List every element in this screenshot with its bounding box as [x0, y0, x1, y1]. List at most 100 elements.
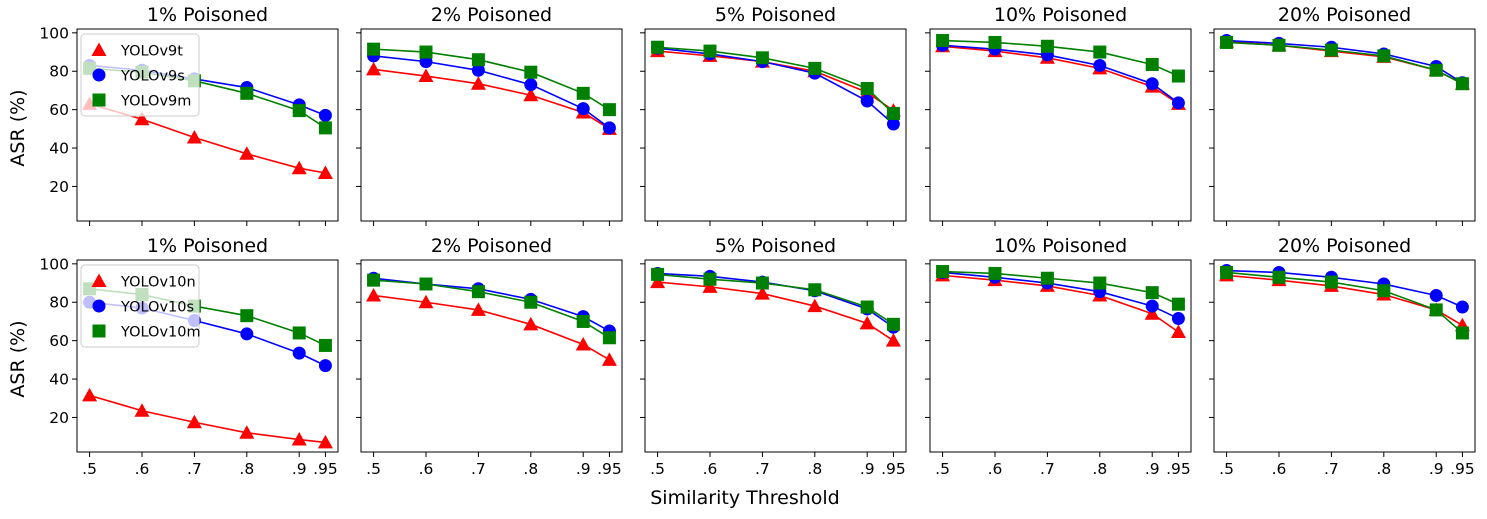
panel-0-2: 5% Poisoned — [640, 4, 907, 226]
x-tick-label: .5 — [82, 460, 97, 478]
series-line — [373, 279, 610, 339]
legend-label: YOLOv10s — [120, 300, 194, 316]
series-line — [1226, 274, 1463, 326]
data-point — [239, 425, 255, 439]
legend: YOLOv9t YOLOv9s YOLOv9m — [80, 33, 200, 117]
data-point — [651, 267, 665, 281]
data-point — [240, 86, 254, 100]
data-point — [419, 277, 433, 291]
y-tick-label: 20 — [49, 178, 69, 196]
data-point — [808, 283, 822, 297]
data-point — [1429, 289, 1443, 303]
data-point — [523, 316, 539, 331]
panel-title: 5% Poisoned — [715, 4, 836, 26]
series-YOLOv9t — [935, 38, 1186, 110]
series-YOLOv9m — [651, 40, 900, 120]
data-point — [886, 117, 900, 131]
data-point — [1093, 58, 1107, 72]
data-point — [886, 106, 900, 120]
data-point — [1429, 303, 1443, 317]
x-tick-label: .6 — [419, 460, 434, 478]
axes-frame — [929, 28, 1192, 222]
x-tick-label: .9 — [860, 460, 875, 478]
series-line — [657, 46, 894, 115]
series-line — [373, 48, 610, 111]
data-point — [1171, 69, 1185, 83]
data-point — [1170, 324, 1186, 338]
x-tick-label: .5 — [650, 460, 665, 478]
panel-0-1: 2% Poisoned — [356, 4, 623, 226]
legend-marker — [92, 93, 106, 107]
y-tick-label: 60 — [49, 332, 69, 350]
x-tick-label: .5 — [935, 460, 950, 478]
data-point — [186, 414, 202, 429]
series-YOLOv9m — [936, 34, 1185, 83]
data-point — [367, 273, 381, 287]
data-point — [703, 272, 717, 286]
x-tick-label: .9 — [292, 460, 307, 478]
series-YOLOv9m — [1220, 35, 1469, 91]
panel-title: 10% Poisoned — [994, 4, 1127, 26]
series-YOLOv10n — [366, 288, 617, 366]
data-point — [1171, 297, 1185, 311]
panel-1-2: 5% Poisoned .5 .6 .7 .8 .9 .95 — [640, 235, 907, 478]
legend-box — [80, 33, 200, 117]
data-point — [318, 359, 332, 373]
data-point — [524, 65, 538, 79]
series-line — [1226, 271, 1463, 334]
panel-title: 5% Poisoned — [715, 235, 836, 257]
x-tick-label: .8 — [239, 460, 254, 478]
legend-marker — [91, 273, 107, 287]
data-point — [419, 45, 433, 59]
legend-box — [80, 264, 200, 348]
data-point — [1455, 77, 1469, 91]
data-point — [366, 61, 382, 76]
x-tick-label: .5 — [1219, 460, 1234, 478]
data-point — [576, 314, 590, 328]
data-point — [1145, 286, 1159, 300]
series-line — [942, 44, 1179, 104]
y-tick-label: 40 — [49, 371, 69, 389]
legend-label: YOLOv9s — [120, 69, 185, 85]
data-point — [186, 129, 202, 144]
series-line — [657, 272, 894, 328]
data-point — [291, 432, 307, 446]
axes-frame — [1213, 28, 1476, 222]
legend-marker — [91, 42, 107, 56]
data-point — [1040, 39, 1054, 53]
panel-title: 1% Poisoned — [147, 235, 268, 257]
data-point — [702, 279, 718, 293]
series-YOLOv9m — [367, 42, 616, 117]
x-tick-label: .7 — [755, 460, 770, 478]
data-point — [601, 352, 617, 366]
data-point — [1145, 299, 1159, 313]
legend-label: YOLOv10n — [120, 275, 196, 291]
data-point — [988, 266, 1002, 280]
data-point — [134, 403, 150, 417]
panel-title: 10% Poisoned — [994, 235, 1127, 257]
series-line — [89, 394, 326, 444]
x-tick-label: .7 — [187, 460, 202, 478]
data-point — [988, 35, 1002, 49]
data-point — [1377, 49, 1391, 63]
x-tick-label: .6 — [703, 460, 718, 478]
series-line — [1226, 40, 1463, 85]
data-point — [366, 288, 382, 302]
x-tick-label: .9 — [1429, 460, 1444, 478]
panel-0-3: 10% Poisoned — [925, 4, 1192, 226]
x-tick-label: .95 — [1166, 460, 1191, 478]
axes-frame — [929, 259, 1192, 453]
series-line — [657, 281, 894, 342]
legend-label: YOLOv9t — [120, 44, 183, 60]
data-point — [1040, 271, 1054, 285]
x-tick-label: .8 — [807, 460, 822, 478]
x-tick-label: .8 — [523, 460, 538, 478]
data-point — [860, 82, 874, 96]
data-point — [576, 86, 590, 100]
panel-0-0: 1% Poisoned20406080100YOLOv9tYOLOv9sYOLO… — [39, 4, 339, 226]
panel-1-1: 2% Poisoned .5 .6 .7 .8 .9 .95 — [356, 235, 623, 478]
panel-0-4: 20% Poisoned — [1209, 4, 1476, 226]
series-YOLOv10n — [650, 274, 901, 347]
data-point — [240, 327, 254, 341]
